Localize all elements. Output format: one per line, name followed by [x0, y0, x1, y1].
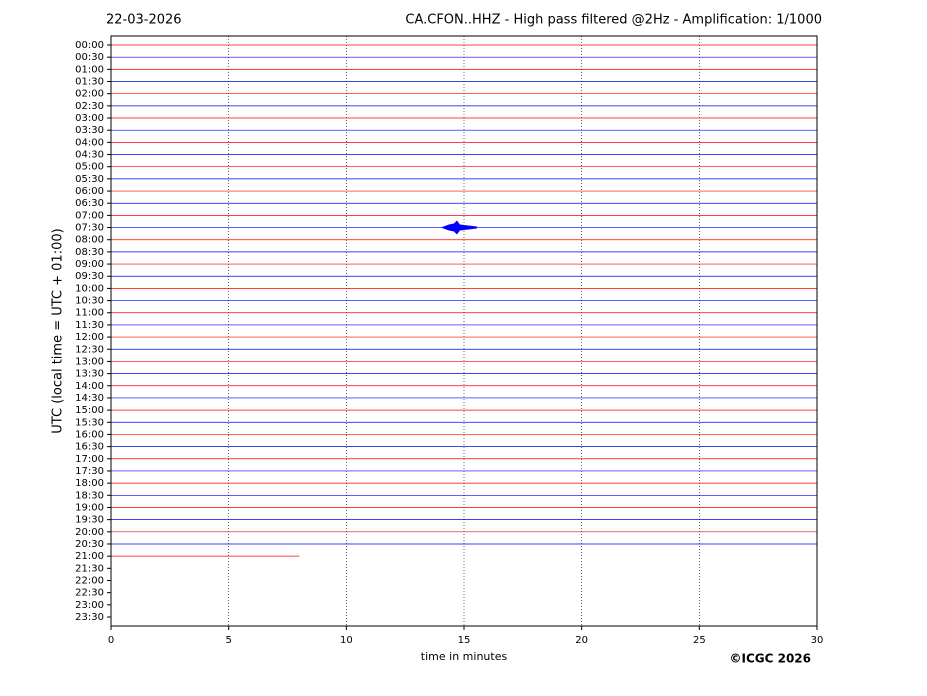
y-tick-label: 00:00 [75, 40, 104, 51]
y-tick-label: 11:30 [75, 320, 104, 331]
x-tick-label: 0 [108, 635, 114, 646]
y-tick-label: 13:00 [75, 356, 104, 367]
y-tick-label: 04:30 [75, 150, 104, 161]
y-tick-label: 18:00 [75, 478, 104, 489]
y-tick-label: 14:00 [75, 381, 104, 392]
y-tick-label: 19:00 [75, 502, 104, 513]
y-tick-label: 03:00 [75, 113, 104, 124]
x-tick-label: 20 [575, 635, 588, 646]
y-tick-label: 19:30 [75, 515, 104, 526]
y-axis-label: UTC (local time = UTC + 01:00) [51, 228, 66, 433]
x-tick-label: 10 [340, 635, 353, 646]
x-axis-label: time in minutes [421, 650, 508, 663]
y-tick-label: 22:30 [75, 588, 104, 599]
y-tick-label: 10:30 [75, 296, 104, 307]
y-tick-label: 14:30 [75, 393, 104, 404]
y-tick-label: 03:30 [75, 125, 104, 136]
chart-title: CA.CFON..HHZ - High pass filtered @2Hz -… [405, 13, 822, 28]
y-tick-label: 07:00 [75, 210, 104, 221]
y-tick-label: 21:30 [75, 563, 104, 574]
y-tick-label: 01:30 [75, 77, 104, 88]
y-tick-label: 08:30 [75, 247, 104, 258]
y-tick-label: 16:30 [75, 442, 104, 453]
y-tick-label: 20:00 [75, 527, 104, 538]
y-tick-label: 04:00 [75, 137, 104, 148]
event [440, 220, 477, 235]
y-tick-label: 16:00 [75, 429, 104, 440]
y-tick-label: 20:30 [75, 539, 104, 550]
y-tick-label: 17:30 [75, 466, 104, 477]
y-tick-label: 10:00 [75, 283, 104, 294]
x-tick-label: 25 [693, 635, 706, 646]
chart-date: 22-03-2026 [106, 13, 182, 28]
credit: ©ICGC 2026 [729, 652, 811, 666]
y-tick-label: 07:30 [75, 223, 104, 234]
y-tick-label: 08:00 [75, 235, 104, 246]
y-tick-label: 06:30 [75, 198, 104, 209]
y-tick-label: 02:00 [75, 89, 104, 100]
y-tick-label: 15:00 [75, 405, 104, 416]
y-tick-label: 17:00 [75, 454, 104, 465]
y-tick-label: 23:00 [75, 600, 104, 611]
y-tick-label: 06:00 [75, 186, 104, 197]
y-tick-label: 12:00 [75, 332, 104, 343]
y-tick-label: 18:30 [75, 490, 104, 501]
x-tick-label: 30 [811, 635, 824, 646]
y-tick-label: 09:00 [75, 259, 104, 270]
y-tick-label: 05:00 [75, 162, 104, 173]
y-tick-label: 09:30 [75, 271, 104, 282]
y-tick-label: 13:30 [75, 369, 104, 380]
y-tick-label: 02:30 [75, 101, 104, 112]
y-tick-label: 23:30 [75, 612, 104, 623]
y-tick-label: 21:00 [75, 551, 104, 562]
y-tick-label: 05:30 [75, 174, 104, 185]
x-tick-label: 15 [458, 635, 471, 646]
x-tick-label: 5 [225, 635, 231, 646]
plot-frame [110, 35, 818, 627]
y-tick-label: 11:00 [75, 308, 104, 319]
y-tick-label: 01:00 [75, 64, 104, 75]
y-tick-label: 12:30 [75, 344, 104, 355]
y-tick-label: 22:00 [75, 575, 104, 586]
y-tick-label: 15:30 [75, 417, 104, 428]
y-tick-label: 00:30 [75, 52, 104, 63]
